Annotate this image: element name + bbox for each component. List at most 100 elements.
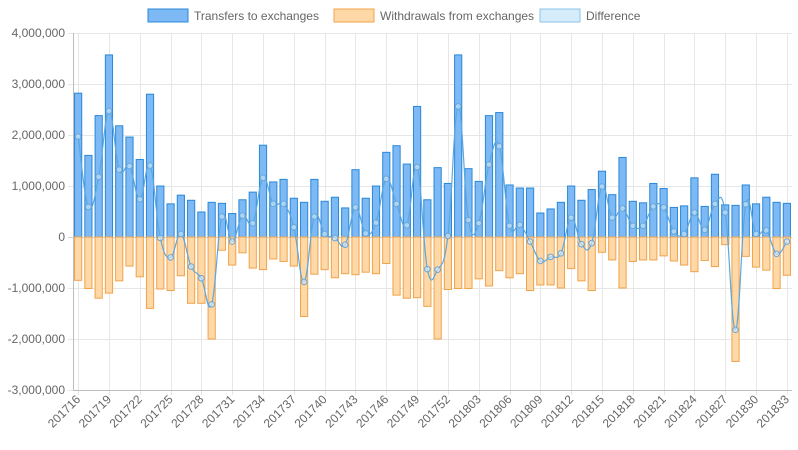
difference-point xyxy=(454,103,462,110)
difference-point xyxy=(311,213,318,220)
withdrawals-bar xyxy=(156,236,165,290)
x-tick-label: 201743 xyxy=(322,392,360,430)
withdrawals-bar xyxy=(546,236,555,286)
withdrawals-bar xyxy=(320,236,329,271)
difference-point xyxy=(249,219,257,227)
withdrawals-bar xyxy=(731,236,740,362)
withdrawals-bar xyxy=(382,236,391,265)
withdrawals-bar xyxy=(187,236,196,304)
x-tick-label: 201722 xyxy=(107,392,145,430)
legend: Transfers to exchanges Withdrawals from e… xyxy=(147,8,641,23)
difference-point xyxy=(650,203,657,210)
difference-point xyxy=(619,205,626,212)
y-tick-label: 4,000,000 xyxy=(12,26,66,40)
withdrawals-bar xyxy=(207,236,216,340)
transfers-bar xyxy=(74,92,83,238)
difference-point xyxy=(752,230,760,238)
withdrawals-bar xyxy=(217,236,227,251)
legend-swatch xyxy=(147,8,189,23)
x-tick-label: 201824 xyxy=(661,392,699,430)
y-tick-label: -2,000,000 xyxy=(8,332,66,346)
withdrawals-bar xyxy=(577,236,586,282)
difference-point xyxy=(136,195,144,203)
withdrawals-bar xyxy=(176,236,185,277)
difference-point xyxy=(701,226,708,234)
difference-point xyxy=(721,209,729,216)
difference-point xyxy=(434,266,441,273)
x-tick-label: 201803 xyxy=(446,392,484,430)
legend-item[interactable]: Difference xyxy=(539,8,641,23)
difference-point xyxy=(239,212,246,219)
difference-point xyxy=(485,161,493,168)
transfers-bar xyxy=(772,201,781,238)
x-tick-label: 201830 xyxy=(723,392,761,430)
difference-point xyxy=(146,162,154,169)
difference-point xyxy=(629,222,637,230)
withdrawals-bar xyxy=(310,236,319,275)
transfers-bar xyxy=(556,201,565,238)
difference-point xyxy=(763,227,770,234)
withdrawals-bar xyxy=(248,236,257,269)
difference-point xyxy=(547,253,554,261)
difference-point xyxy=(773,250,780,258)
difference-point xyxy=(341,241,349,248)
transfers-bar xyxy=(515,187,524,238)
transfers-bar xyxy=(690,177,699,238)
transfers-bar xyxy=(433,167,442,238)
x-tick-label: 201749 xyxy=(384,392,422,430)
difference-point xyxy=(732,326,739,334)
withdrawals-bar xyxy=(94,236,103,299)
withdrawals-bar xyxy=(402,236,411,299)
difference-point xyxy=(259,174,267,182)
difference-point xyxy=(269,200,277,208)
withdrawals-bar xyxy=(700,236,709,261)
legend-item[interactable]: Withdrawals from exchanges xyxy=(333,8,534,23)
legend-item[interactable]: Transfers to exchanges xyxy=(147,8,319,23)
y-tick-label: 2,000,000 xyxy=(12,128,66,142)
transfers-bar xyxy=(351,169,360,238)
difference-point xyxy=(115,166,123,173)
transfers-series xyxy=(74,54,791,238)
difference-point xyxy=(280,200,287,208)
legend-label: Withdrawals from exchanges xyxy=(380,9,534,23)
x-tick-label: 201833 xyxy=(754,392,792,430)
withdrawals-bar xyxy=(690,236,699,273)
withdrawals-bar xyxy=(74,236,83,281)
withdrawals-bar xyxy=(361,236,370,273)
withdrawals-bar xyxy=(669,236,678,262)
withdrawals-bar xyxy=(443,236,453,291)
difference-point xyxy=(393,200,400,208)
difference-point xyxy=(670,228,678,235)
withdrawals-bar xyxy=(392,236,401,296)
withdrawals-bar xyxy=(474,236,483,280)
y-tick-label: -3,000,000 xyxy=(8,383,66,397)
withdrawals-bar xyxy=(166,236,175,292)
difference-point xyxy=(403,221,411,229)
withdrawals-bar xyxy=(515,236,524,275)
transfers-bar xyxy=(258,144,268,238)
difference-point xyxy=(95,173,102,181)
difference-point xyxy=(331,234,339,242)
transfers-bar xyxy=(638,202,648,238)
difference-point xyxy=(526,238,534,245)
legend-swatch xyxy=(333,8,375,23)
x-axis-labels: 2017162017192017222017252017282017312017… xyxy=(45,392,792,430)
transfers-bar xyxy=(300,201,309,238)
difference-point xyxy=(444,232,452,240)
difference-point xyxy=(126,162,133,170)
difference-point xyxy=(290,224,298,231)
difference-point xyxy=(352,204,359,211)
x-tick-label: 201734 xyxy=(230,392,268,430)
difference-point xyxy=(187,263,195,270)
legend-label: Transfers to exchanges xyxy=(194,9,319,23)
withdrawals-bar xyxy=(618,236,627,289)
withdrawals-bar xyxy=(608,236,617,261)
difference-point xyxy=(588,239,596,247)
transfers-bar xyxy=(628,200,637,238)
withdrawals-bar xyxy=(628,236,637,262)
difference-point xyxy=(639,222,647,230)
transfers-bar xyxy=(197,211,206,238)
difference-point xyxy=(608,214,616,221)
